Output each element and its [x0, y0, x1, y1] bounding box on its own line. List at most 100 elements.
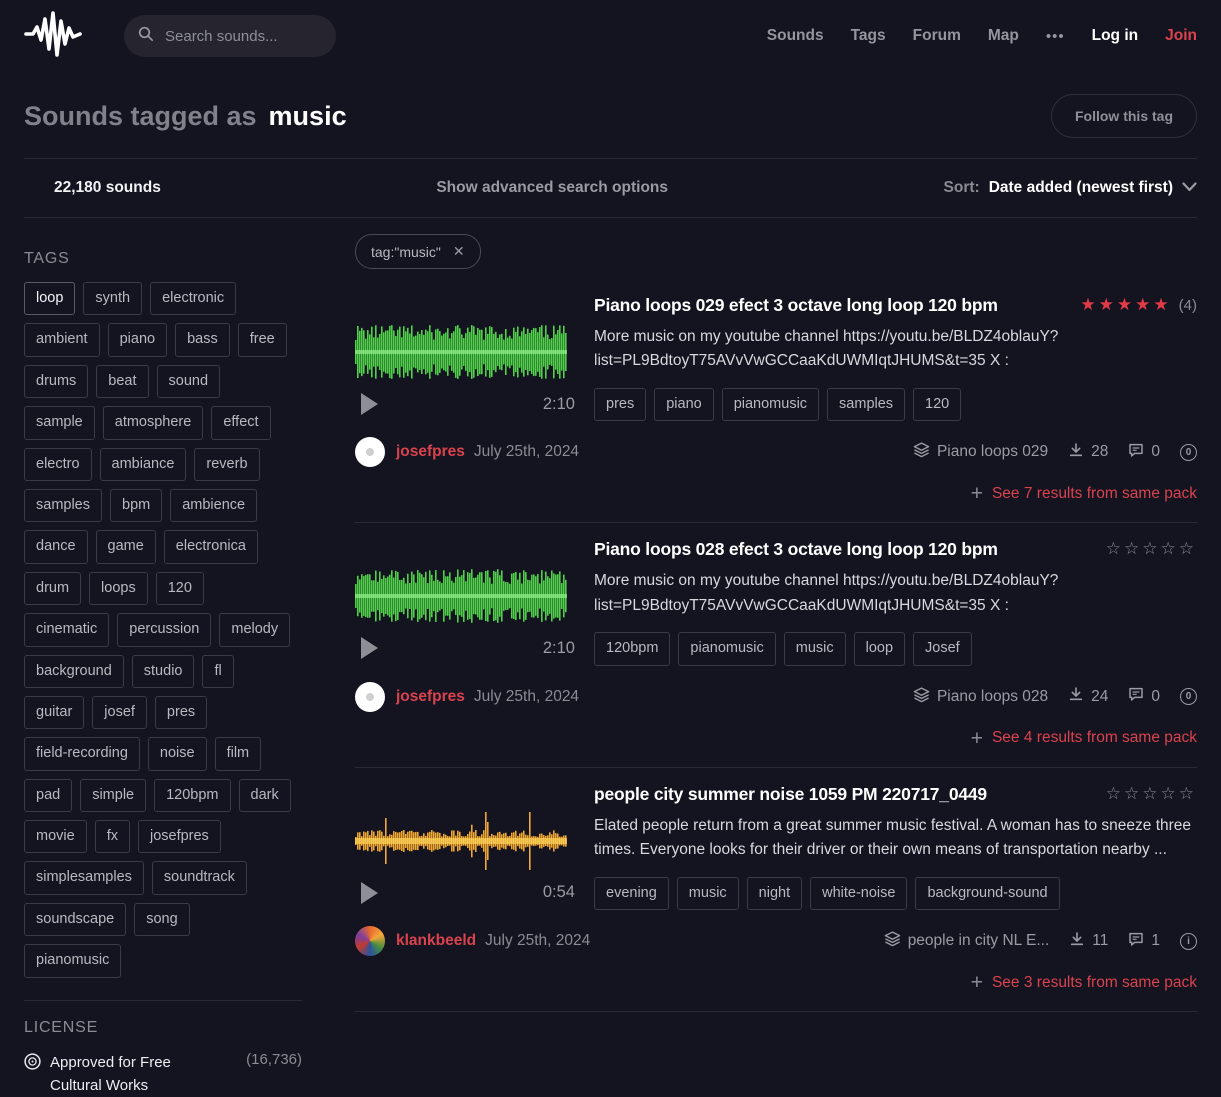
same-pack-link[interactable]: See 4 results from same pack [991, 729, 1197, 747]
sound-title[interactable]: people city summer noise 1059 PM 220717_… [594, 783, 987, 804]
sound-tag-chip[interactable]: 120 [913, 387, 962, 422]
tag-filter-chip[interactable]: film [214, 737, 262, 771]
advanced-search-toggle[interactable]: Show advanced search options [436, 179, 669, 196]
tag-filter-chip[interactable]: 120bpm [154, 778, 231, 813]
tag-filter-chip[interactable]: josef [92, 695, 147, 730]
license-filter-item[interactable]: Approved for Free Cultural Works (16,736… [24, 1051, 302, 1097]
sound-tag-chip[interactable]: samples [827, 387, 906, 422]
play-button[interactable] [361, 637, 378, 660]
tag-filter-chip[interactable]: simple [80, 778, 147, 813]
tag-filter-chip[interactable]: 120 [155, 571, 204, 606]
tag-filter-chip[interactable]: field-recording [24, 737, 140, 771]
tag-filter-chip[interactable]: drums [24, 364, 89, 399]
tag-filter-chip[interactable]: beat [96, 364, 149, 399]
freesound-logo-icon[interactable] [24, 9, 82, 64]
tag-filter-chip[interactable]: ambiance [99, 447, 187, 481]
tag-filter-chip[interactable]: soundtrack [151, 861, 247, 895]
tag-filter-chip[interactable]: dance [24, 530, 88, 564]
tag-filter-chip[interactable]: noise [147, 737, 207, 771]
rating-stars[interactable]: ☆☆☆☆☆ [1106, 539, 1197, 559]
tag-filter-chip[interactable]: bpm [110, 488, 163, 523]
tag-filter-chip[interactable]: cinematic [24, 613, 110, 647]
license-badge-icon[interactable]: 0 [1180, 688, 1197, 706]
more-menu-icon[interactable]: ••• [1045, 27, 1065, 45]
tag-filter-chip[interactable]: guitar [24, 695, 85, 730]
tag-filter-chip[interactable]: ambient [24, 323, 100, 357]
rating-stars[interactable]: ★★★★★ [1080, 295, 1171, 315]
same-pack-link[interactable]: See 7 results from same pack [991, 484, 1197, 502]
tag-filter-chip[interactable]: pres [154, 695, 208, 730]
active-filter-chip[interactable]: tag:"music" ✕ [355, 234, 481, 269]
tag-filter-chip[interactable]: background [24, 654, 124, 688]
sound-tag-chip[interactable]: music [783, 632, 846, 666]
avatar[interactable] [355, 681, 385, 712]
tag-filter-chip[interactable]: fl [202, 654, 234, 688]
sound-tag-chip[interactable]: pianomusic [678, 632, 776, 666]
tag-filter-chip[interactable]: electronica [163, 530, 258, 564]
play-button[interactable] [361, 881, 378, 904]
sound-tag-chip[interactable]: white-noise [810, 876, 908, 911]
sort-dropdown[interactable]: Sort: Date added (newest first) [944, 179, 1197, 197]
close-icon[interactable]: ✕ [452, 243, 465, 259]
nav-sounds[interactable]: Sounds [766, 27, 824, 44]
tag-filter-chip[interactable]: percussion [117, 613, 212, 647]
tag-filter-chip[interactable]: song [134, 902, 190, 937]
tag-filter-chip[interactable]: electro [24, 447, 92, 481]
sound-tag-chip[interactable]: loop [853, 632, 906, 666]
sound-title[interactable]: Piano loops 029 efect 3 octave long loop… [594, 295, 998, 315]
sound-tag-chip[interactable]: Josef [913, 632, 972, 666]
tag-filter-chip[interactable]: atmosphere [102, 406, 204, 440]
tag-filter-chip[interactable]: effect [211, 406, 271, 440]
join-link[interactable]: Join [1165, 27, 1197, 44]
tag-filter-chip[interactable]: synth [83, 282, 143, 316]
sound-tag-chip[interactable]: music [676, 876, 739, 911]
username-link[interactable]: klankbeeld [396, 932, 477, 950]
username-link[interactable]: josefpres [396, 687, 465, 705]
tag-filter-chip[interactable]: free [237, 323, 287, 357]
same-pack-link[interactable]: See 3 results from same pack [991, 973, 1197, 991]
nav-forum[interactable]: Forum [912, 27, 961, 44]
tag-filter-chip[interactable]: samples [24, 488, 102, 523]
tag-filter-chip[interactable]: fx [94, 820, 130, 854]
nav-map[interactable]: Map [987, 27, 1019, 44]
license-badge-icon[interactable]: 0 [1180, 443, 1197, 461]
sound-tag-chip[interactable]: piano [654, 387, 714, 422]
login-link[interactable]: Log in [1091, 27, 1139, 44]
pack-name-link[interactable]: people in city NL E... [907, 932, 1050, 950]
avatar[interactable] [355, 437, 385, 468]
tag-filter-chip[interactable]: sound [156, 364, 221, 399]
sound-tag-chip[interactable]: evening [594, 876, 669, 911]
sound-tag-chip[interactable]: pres [594, 387, 647, 422]
tag-filter-chip[interactable]: piano [107, 323, 168, 357]
tag-filter-chip[interactable]: pad [24, 778, 73, 813]
tag-filter-chip[interactable]: ambience [170, 488, 258, 523]
pack-name-link[interactable]: Piano loops 028 [936, 687, 1049, 705]
pack-name-link[interactable]: Piano loops 029 [936, 443, 1049, 461]
tag-filter-chip[interactable]: melody [219, 613, 291, 647]
tag-filter-chip[interactable]: josefpres [137, 820, 221, 854]
sound-tag-chip[interactable]: 120bpm [594, 632, 671, 666]
tag-filter-chip[interactable]: reverb [194, 447, 260, 481]
search-input[interactable] [163, 26, 313, 46]
username-link[interactable]: josefpres [396, 443, 465, 461]
nav-tags[interactable]: Tags [850, 27, 886, 44]
tag-filter-chip[interactable]: movie [24, 820, 87, 854]
tag-filter-chip[interactable]: pianomusic [24, 944, 122, 978]
license-badge-icon[interactable]: i [1180, 932, 1197, 950]
tag-filter-chip[interactable]: drum [24, 571, 82, 606]
tag-filter-chip[interactable]: loops [89, 571, 148, 606]
search-box[interactable] [124, 15, 336, 57]
tag-filter-chip[interactable]: electronic [150, 282, 237, 316]
sound-tag-chip[interactable]: pianomusic [721, 387, 820, 422]
tag-filter-chip[interactable]: game [95, 530, 156, 564]
tag-filter-chip[interactable]: sample [24, 406, 95, 440]
sound-tag-chip[interactable]: night [746, 876, 803, 911]
waveform-image[interactable] [355, 565, 575, 627]
sound-tag-chip[interactable]: background-sound [915, 876, 1060, 911]
tag-filter-chip[interactable]: simplesamples [24, 861, 144, 895]
waveform-image[interactable] [355, 810, 575, 872]
sound-title[interactable]: Piano loops 028 efect 3 octave long loop… [594, 539, 998, 560]
rating-stars[interactable]: ☆☆☆☆☆ [1106, 784, 1197, 804]
tag-filter-chip[interactable]: bass [175, 323, 230, 357]
tag-filter-chip[interactable]: loop [24, 282, 76, 316]
